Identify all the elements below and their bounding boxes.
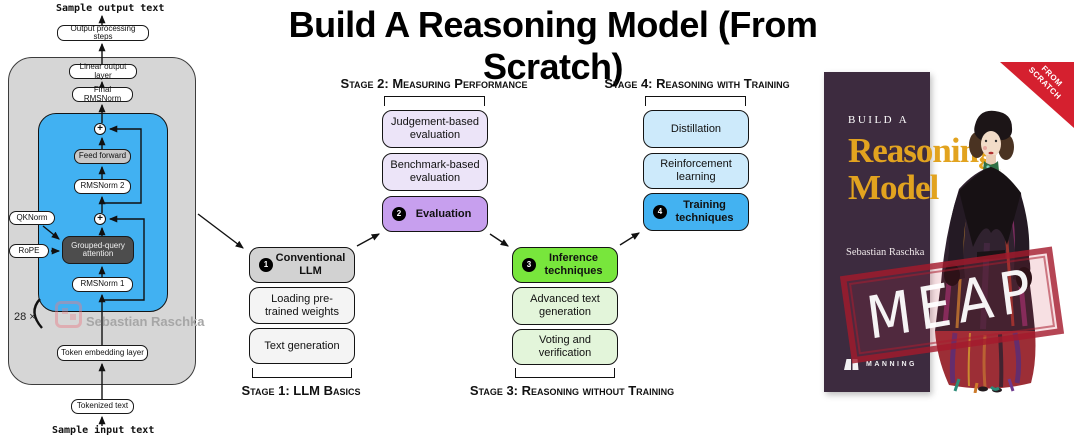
rmsnorm1-box: RMSNorm 1	[72, 277, 133, 292]
stage1-label: Stage 1: LLM Basics	[241, 383, 361, 398]
flow-box-conventional-llm: 1 Conventional LLM	[249, 247, 355, 283]
sample-input-label: Sample input text	[52, 425, 155, 436]
flow-box-label: Benchmark-based evaluation	[390, 159, 480, 184]
flow-box-evaluation: 2 Evaluation	[382, 196, 488, 232]
book-title-line2: Model	[848, 168, 939, 207]
grouped-query-attention-box: Grouped-query attention	[62, 236, 134, 264]
watermark-text: Sebastian Raschka	[86, 314, 205, 329]
output-processing-box: Output processing steps	[57, 24, 149, 41]
final-rmsnorm-box: Final RMSNorm	[72, 85, 133, 102]
flow-box-voting-verification: Voting and verification	[512, 329, 618, 365]
page-title: Build A Reasoning Model (From Scratch)	[288, 4, 818, 87]
tokenized-text-box: Tokenized text	[71, 399, 134, 414]
book-eyebrow: BUILD A	[848, 114, 910, 126]
flow-box-label: Text generation	[264, 339, 340, 352]
linear-output-box: Linear output layer	[69, 62, 137, 79]
stage3-label: Stage 3: Reasoning without Training	[469, 383, 675, 398]
rope-box: RoPE	[9, 244, 49, 258]
stage4-bracket	[645, 96, 746, 106]
stage2-label: Stage 2: Measuring Performance	[340, 76, 528, 91]
watermark-logo-icon	[55, 301, 82, 328]
flow-box-label: Inference techniques	[544, 252, 603, 277]
flow-box-label: Distillation	[670, 122, 722, 135]
book-cover-panel	[824, 72, 930, 392]
flow-box-text-generation: Text generation	[249, 328, 355, 364]
flow-box-distillation: Distillation	[643, 110, 749, 148]
flow-box-label: Loading pre-trained weights	[265, 292, 339, 318]
meap-stamp-text: MEAP	[862, 256, 1042, 354]
sample-output-label: Sample output text	[56, 3, 165, 14]
stage1-bracket	[252, 368, 352, 378]
book-cover-illustration	[935, 110, 1036, 393]
flow-box-label: Voting and verification	[538, 334, 592, 359]
manning-logo-icon	[844, 359, 859, 370]
flow-box-label: Advanced text generation	[530, 293, 600, 318]
stage-badge: 2	[392, 207, 406, 221]
stage-badge: 1	[259, 258, 273, 272]
flow-box-judgement-eval: Judgement-based evaluation	[382, 110, 488, 148]
feed-forward-box: Feed forward	[74, 149, 131, 164]
flow-box-reinforcement-learning: Reinforcement learning	[643, 153, 749, 189]
flow-box-benchmark-eval: Benchmark-based evaluation	[382, 153, 488, 191]
qknorm-box: QKNorm	[9, 211, 55, 225]
flow-box-loading-weights: Loading pre-trained weights	[249, 287, 355, 324]
publisher-mark: MANNING	[843, 358, 917, 371]
rmsnorm2-box: RMSNorm 2	[74, 179, 131, 194]
publisher-name: MANNING	[866, 361, 917, 368]
token-embedding-box: Token embedding layer	[57, 345, 148, 361]
flow-box-inference-techniques: 3 Inference techniques	[512, 247, 618, 283]
stage-badge: 4	[653, 205, 667, 219]
flow-box-training-techniques: 4 Training techniques	[643, 193, 749, 231]
flow-box-label: Judgement-based evaluation	[390, 116, 480, 141]
flow-box-label: Training techniques	[675, 199, 734, 224]
repeat-28x-label: 28 ×	[14, 311, 36, 323]
flow-box-label: Evaluation	[415, 207, 472, 220]
ribbon-text: FROM SCRATCH	[1026, 63, 1065, 102]
flow-box-label: Reinforcement learning	[660, 158, 732, 183]
stage3-bracket	[515, 368, 615, 378]
residual-add-icon: +	[94, 213, 106, 225]
flow-box-label: Conventional LLM	[275, 252, 346, 277]
stage-badge: 3	[522, 258, 536, 272]
flow-box-advanced-text-gen: Advanced text generation	[512, 287, 618, 325]
stage2-bracket	[384, 96, 485, 106]
residual-add-icon: +	[94, 123, 106, 135]
stage4-label: Stage 4: Reasoning with Training	[604, 76, 790, 91]
book-author: Sebastian Raschka	[846, 247, 925, 258]
